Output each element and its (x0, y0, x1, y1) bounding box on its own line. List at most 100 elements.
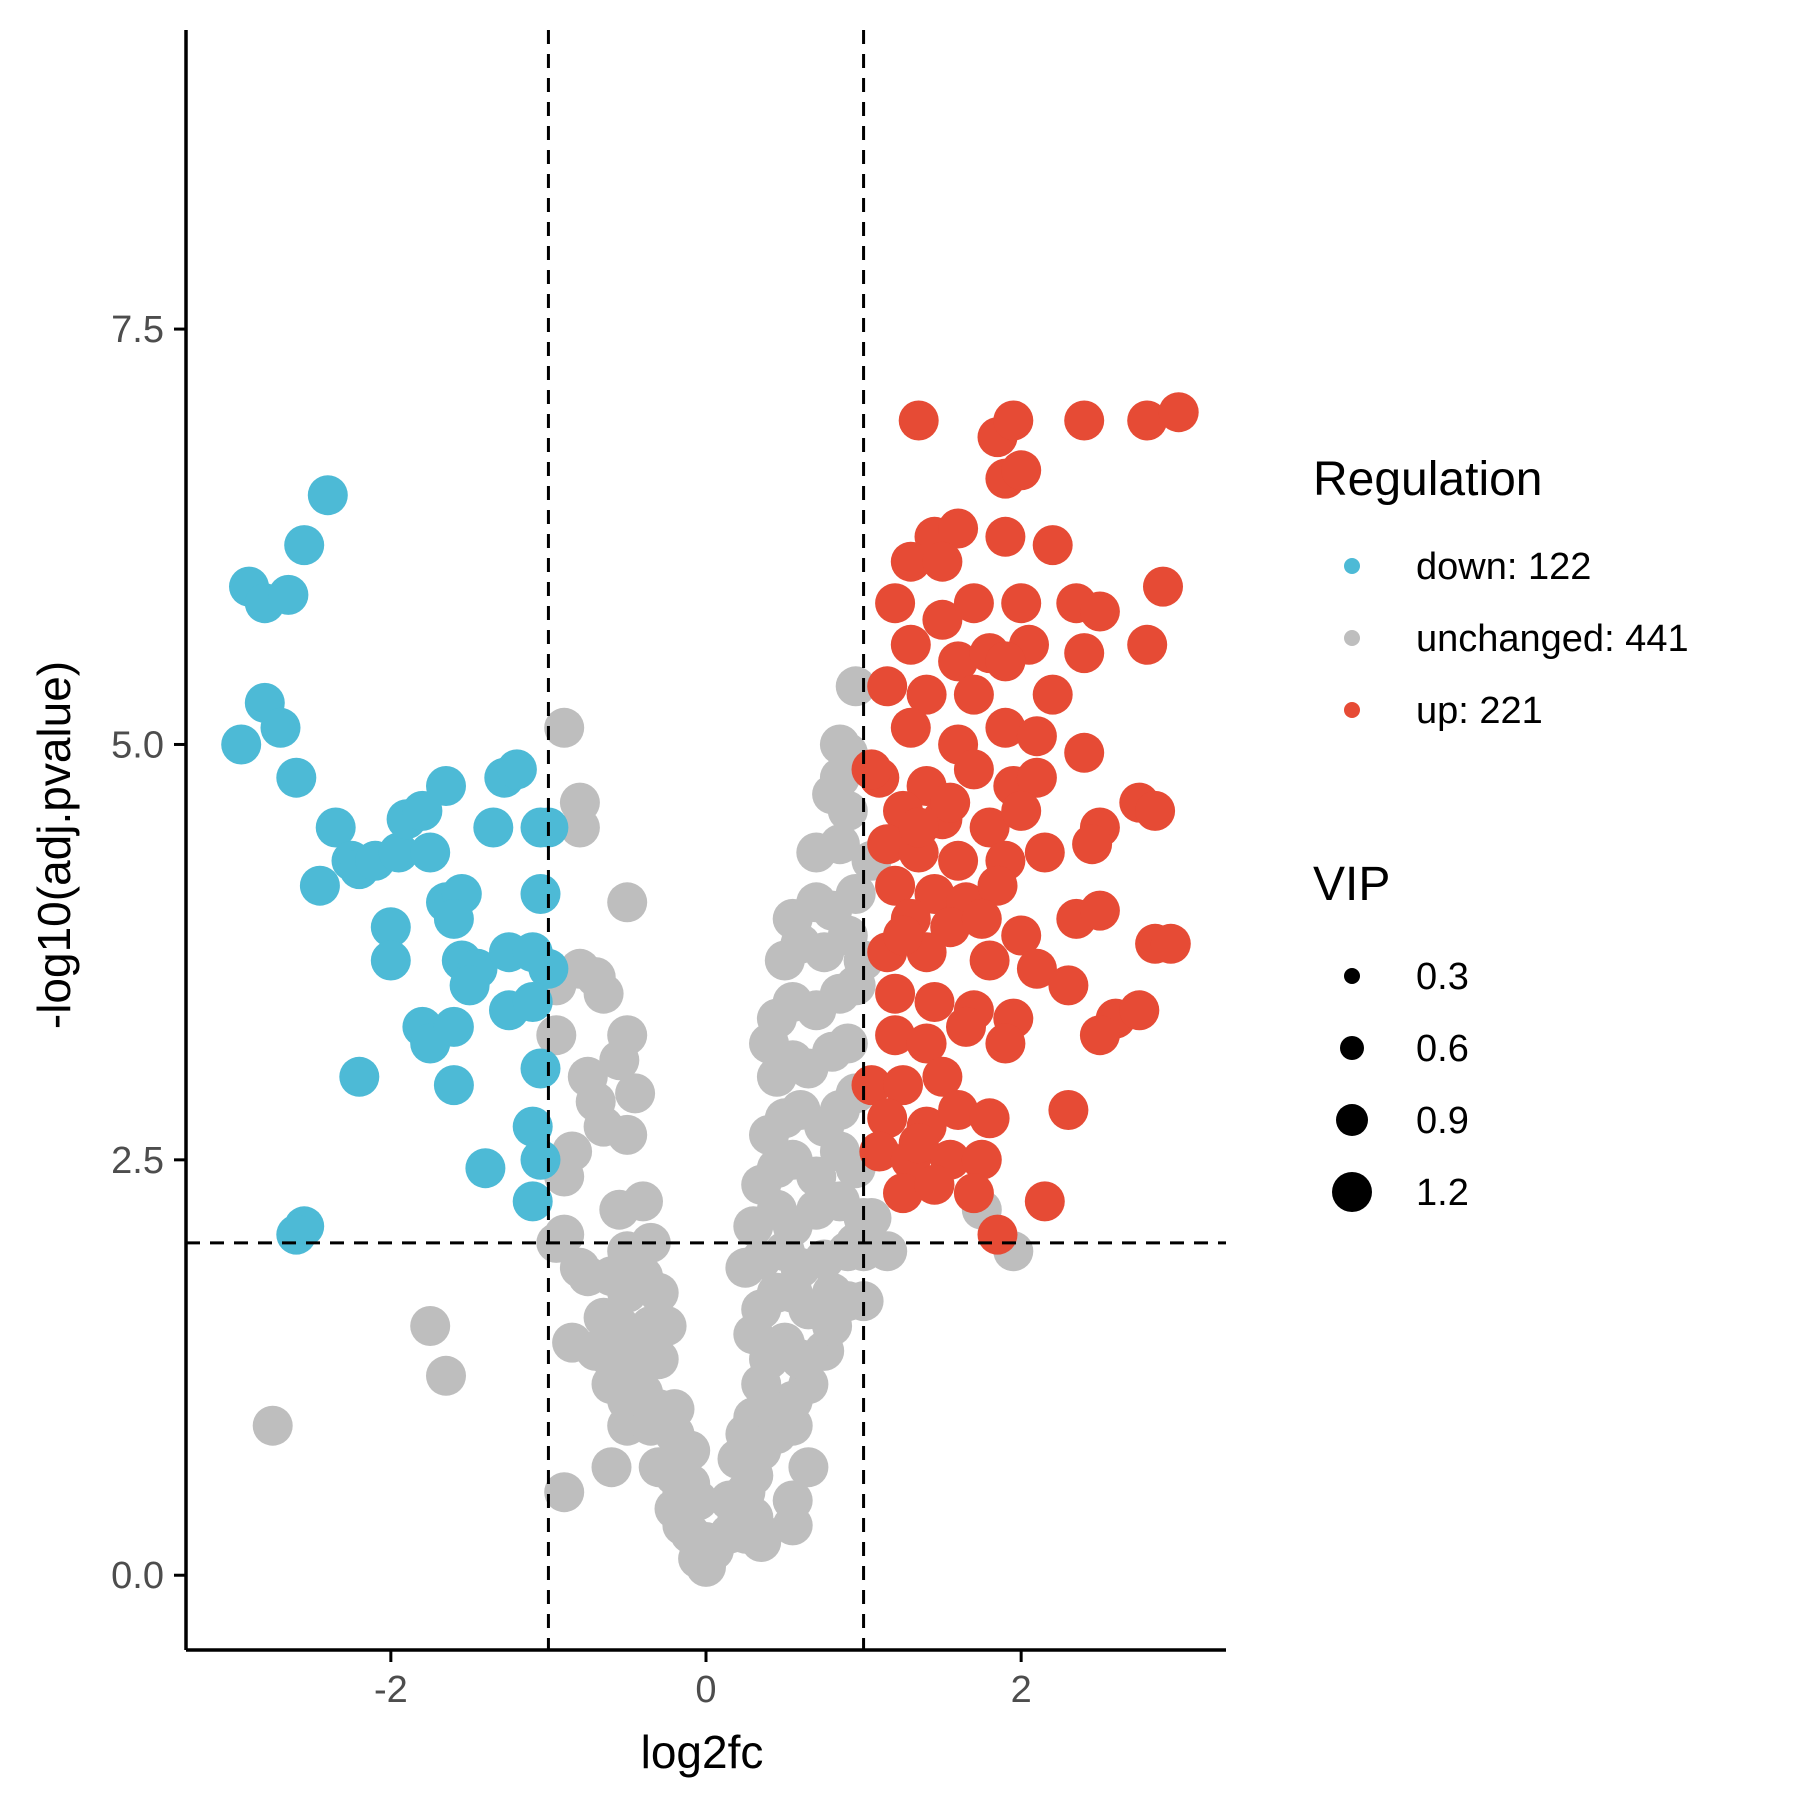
point-unchanged-139 (835, 874, 876, 914)
point-up-101 (898, 807, 939, 848)
point-up-89 (969, 1098, 1010, 1139)
point-up-9 (938, 508, 979, 549)
point-unchanged-63 (410, 1306, 451, 1346)
x-tick-label-2: 2 (1011, 1669, 1032, 1711)
point-up-73 (914, 982, 955, 1022)
point-up-22 (938, 641, 979, 682)
point-down-16 (410, 832, 451, 873)
point-up-10 (985, 516, 1026, 557)
point-unchanged-29 (638, 1272, 679, 1313)
point-unchanged-147 (835, 666, 876, 707)
x-axis-title: log2fc (641, 1726, 764, 1778)
point-down-39 (433, 1006, 474, 1047)
point-up-41 (1016, 757, 1057, 798)
legend-vip-label-0: 0.3 (1416, 956, 1469, 998)
point-up-34 (985, 707, 1026, 748)
point-unchanged-19 (599, 1189, 640, 1230)
y-tick-label-1: 2.5 (111, 1140, 164, 1182)
point-up-39 (953, 749, 994, 790)
point-up-102 (930, 782, 971, 823)
legend-vip-swatch-0 (1344, 968, 1360, 984)
point-up-53 (1024, 832, 1065, 873)
point-unchanged-153 (733, 1497, 774, 1538)
point-up-11 (1032, 525, 1073, 566)
point-up-16 (953, 583, 994, 624)
point-unchanged-11 (536, 1015, 577, 1056)
point-up-62 (1001, 915, 1042, 956)
point-up-31 (985, 641, 1026, 682)
axes: -2 0 2 0.0 2.5 5.0 7.5 (111, 30, 1226, 1711)
point-unchanged-2 (559, 807, 600, 848)
legend: Regulation down: 122 unchanged: 441 up: 22… (1313, 453, 1689, 1214)
point-up-104 (898, 1123, 939, 1164)
point-up-97 (953, 1173, 994, 1214)
point-up-77 (1119, 990, 1160, 1031)
point-up-45 (1001, 790, 1042, 831)
point-down-1 (284, 525, 325, 566)
point-down-28 (370, 940, 411, 981)
legend-swatch-down (1344, 558, 1360, 574)
point-down-41 (433, 1065, 474, 1106)
point-down-15 (402, 790, 443, 831)
point-up-54 (1072, 824, 1113, 865)
point-down-45 (520, 1139, 561, 1180)
point-up-61 (961, 898, 1002, 939)
point-up-3 (1064, 400, 1105, 441)
point-up-55 (875, 865, 916, 906)
point-up-27 (867, 666, 908, 707)
point-up-56 (914, 874, 955, 914)
point-unchanged-156 (851, 1198, 892, 1238)
point-unchanged-124 (827, 1023, 868, 1064)
point-unchanged-61 (591, 1447, 632, 1488)
point-up-35 (1016, 716, 1057, 757)
points-up (851, 392, 1199, 1255)
y-ticks: 0.0 2.5 5.0 7.5 (111, 309, 186, 1597)
point-down-6 (260, 707, 301, 748)
point-up-91 (859, 1131, 900, 1172)
y-tick-label-2: 5.0 (111, 724, 164, 766)
legend-vip-title: VIP (1313, 858, 1390, 911)
point-up-48 (1135, 790, 1176, 831)
point-up-67 (969, 940, 1010, 981)
point-up-94 (961, 1139, 1002, 1180)
point-down-7 (221, 724, 262, 765)
point-unchanged-64 (426, 1355, 466, 1396)
point-up-79 (906, 1023, 947, 1064)
point-up-32 (890, 707, 931, 748)
legend-regulation-items: down: 122 unchanged: 441 up: 221 (1344, 546, 1689, 732)
point-unchanged-141 (819, 824, 860, 865)
point-unchanged-151 (772, 1505, 813, 1546)
point-up-96 (914, 1164, 955, 1205)
point-up-0 (898, 400, 939, 441)
point-unchanged-9 (599, 1040, 640, 1081)
point-up-72 (875, 973, 916, 1014)
threshold-lines (186, 30, 1226, 1650)
point-down-8 (276, 757, 317, 798)
legend-vip-swatch-3 (1332, 1172, 1372, 1212)
point-up-82 (1079, 1015, 1120, 1056)
point-up-86 (867, 1098, 908, 1139)
point-up-98 (1024, 1181, 1065, 1222)
point-up-85 (922, 1056, 963, 1097)
legend-vip-label-1: 0.6 (1416, 1028, 1469, 1070)
legend-vip-items: 0.3 0.6 0.9 1.2 (1332, 956, 1469, 1214)
point-up-36 (1064, 732, 1105, 773)
point-down-18 (299, 865, 340, 906)
point-down-4 (268, 574, 309, 615)
point-unchanged-15 (607, 1114, 648, 1155)
point-unchanged-3 (607, 882, 648, 923)
point-up-83 (851, 1065, 892, 1106)
legend-vip-swatch-2 (1336, 1104, 1368, 1136)
point-down-21 (496, 749, 537, 790)
point-up-49 (867, 824, 908, 865)
y-tick-label-3: 7.5 (111, 309, 164, 351)
point-up-29 (953, 674, 994, 715)
points-unchanged (252, 666, 1034, 1587)
point-up-15 (922, 599, 963, 640)
point-up-71 (1150, 923, 1191, 964)
point-down-9 (315, 807, 356, 848)
point-up-44 (969, 807, 1010, 848)
point-up-30 (1032, 674, 1073, 715)
point-unchanged-12 (615, 1073, 656, 1114)
